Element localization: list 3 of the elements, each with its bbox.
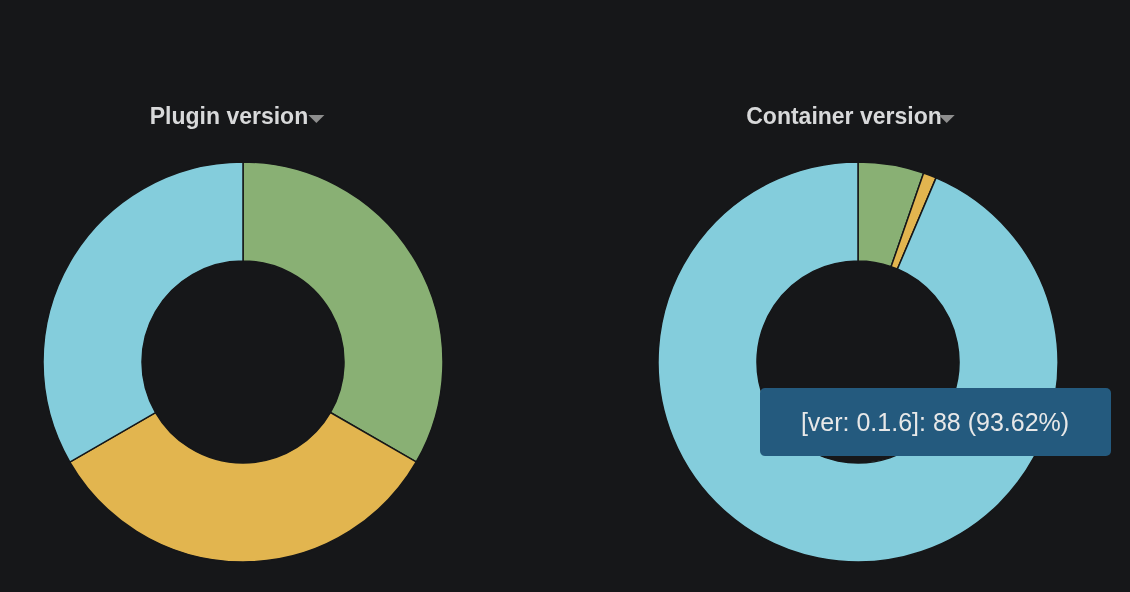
chart-title: Plugin version (149, 103, 309, 129)
tooltip-box: [ver: 0.1.6]: 88 (93.62%) (760, 388, 1111, 456)
chart-title: Container version (746, 103, 942, 129)
